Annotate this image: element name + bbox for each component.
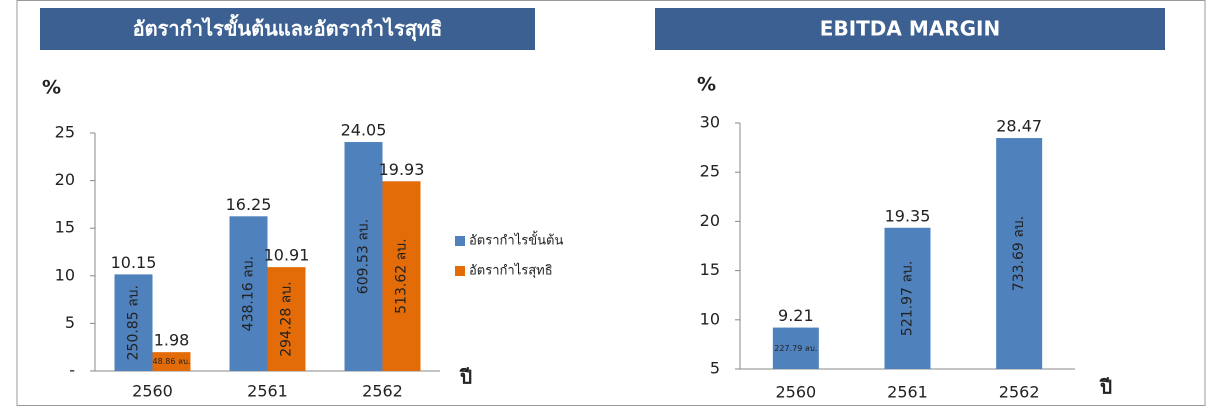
- amount-label: 733.69 ลบ.: [1011, 216, 1027, 291]
- value-label: 9.21: [778, 306, 814, 325]
- value-label: 10.15: [111, 253, 157, 272]
- chart-title: อัตรากำไรขั้นต้นและอัตรากำไรสุทธิ: [133, 14, 443, 42]
- legend-swatch: [455, 236, 465, 246]
- y-tick-label: 10: [55, 265, 75, 284]
- y-tick-label: 5: [710, 359, 720, 378]
- value-label: 19.93: [379, 160, 425, 179]
- amount-label: 227.79 ลบ.: [774, 344, 817, 353]
- y-tick-label: 20: [55, 170, 75, 189]
- y-axis-label: %: [42, 77, 61, 99]
- bar: [114, 274, 153, 371]
- value-label: 16.25: [226, 195, 272, 214]
- amount-label: 48.86 ลบ.: [153, 357, 191, 366]
- value-label: 1.98: [154, 331, 190, 350]
- legend-label: อัตรากำไรสุทธิ: [469, 263, 553, 279]
- x-tick-label: 2562: [362, 382, 403, 401]
- y-tick-label: 25: [55, 123, 75, 142]
- y-tick-label: 15: [700, 260, 720, 279]
- value-label: 28.47: [996, 117, 1042, 136]
- title-banner: [655, 8, 1165, 50]
- amount-label: 250.85 ลบ.: [126, 285, 142, 360]
- legend-label: อัตรากำไรขั้นต้น: [469, 231, 563, 249]
- y-tick-label: 20: [700, 211, 720, 230]
- bar: [884, 227, 931, 369]
- y-axis-label: %: [697, 74, 716, 96]
- value-label: 10.91: [264, 246, 310, 265]
- bar: [996, 138, 1043, 369]
- x-tick-label: 2561: [887, 383, 928, 402]
- x-tick-label: 2561: [247, 382, 288, 401]
- y-tick-label: 30: [700, 113, 720, 132]
- x-tick-label: 2562: [999, 383, 1040, 402]
- legend-swatch: [455, 266, 465, 276]
- chart-title: EBITDA MARGIN: [820, 17, 1000, 41]
- amount-label: 438.16 ลบ.: [241, 256, 257, 331]
- bar: [344, 142, 383, 371]
- amount-label: 609.53 ลบ.: [356, 219, 372, 294]
- bar: [382, 181, 421, 371]
- x-tick-label: 2560: [132, 382, 173, 401]
- y-tick-label: 5: [65, 313, 75, 332]
- x-axis-label: ปี: [459, 367, 472, 389]
- bar: [267, 267, 306, 371]
- bar: [152, 352, 191, 371]
- amount-label: 521.97 ลบ.: [900, 261, 916, 336]
- bar: [772, 327, 819, 369]
- x-axis-label: ปี: [1099, 377, 1112, 399]
- value-label: 24.05: [341, 121, 387, 140]
- y-tick-label: -: [69, 361, 75, 380]
- amount-label: 294.28 ลบ.: [279, 281, 295, 356]
- amount-label: 513.62 ลบ.: [394, 238, 410, 313]
- title-banner: [40, 8, 535, 50]
- y-tick-label: 10: [700, 309, 720, 328]
- x-tick-label: 2560: [775, 383, 816, 402]
- bar: [229, 216, 268, 371]
- y-tick-label: 25: [700, 162, 720, 181]
- frame: [16, 0, 1206, 406]
- value-label: 19.35: [885, 206, 931, 225]
- y-tick-label: 15: [55, 218, 75, 237]
